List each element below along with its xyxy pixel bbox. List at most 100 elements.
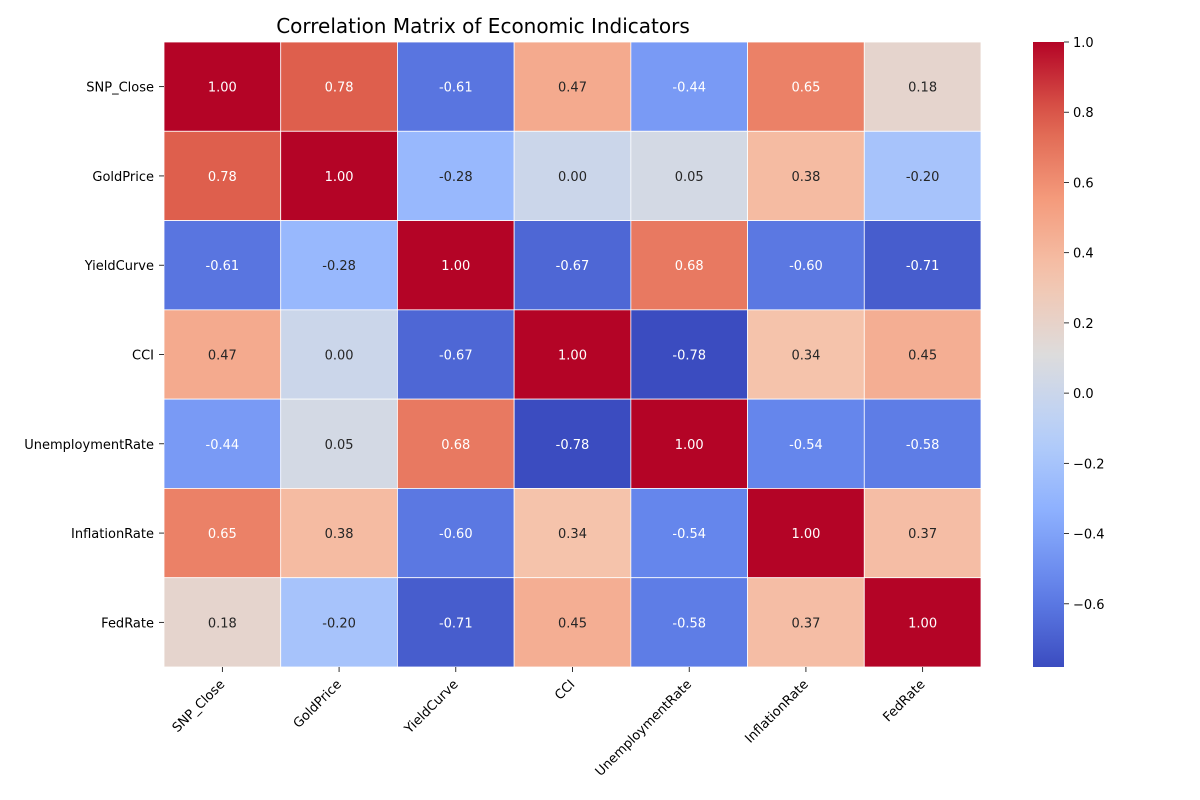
cell-value-label: -0.20 <box>906 170 940 185</box>
y-tick-label: GoldPrice <box>92 170 154 185</box>
cell-value-label: -0.20 <box>322 616 356 631</box>
heatmap-cell <box>863 220 982 311</box>
y-tick-label: YieldCurve <box>84 259 154 274</box>
cell-value-label: -0.67 <box>556 259 590 274</box>
cell-value-label: 0.45 <box>908 349 937 364</box>
cell-value-label: 0.18 <box>208 616 237 631</box>
colorbar-tick-label: 0.6 <box>1073 176 1094 191</box>
colorbar-tick-label: 0.8 <box>1073 106 1094 121</box>
heatmap-cell <box>863 130 982 221</box>
heatmap-cell <box>863 309 982 400</box>
cell-value-label: -0.61 <box>439 81 473 96</box>
cell-value-label: 1.00 <box>675 438 704 453</box>
cell-value-label: -0.61 <box>206 259 240 274</box>
heatmap-cell <box>163 309 282 400</box>
cell-value-label: 0.68 <box>675 259 704 274</box>
heatmap-cell <box>280 220 398 311</box>
cell-value-label: 0.38 <box>791 170 820 185</box>
x-tick-label: CCI <box>552 677 578 703</box>
x-tick-label: YieldCurve <box>401 677 461 737</box>
heatmap-cell <box>163 220 282 311</box>
cell-value-label: -0.28 <box>439 170 473 185</box>
cell-annotations: 1.00 0.78 -0.61 0.47 -0.44 0.65 0.18 0.78 1.00 -0… <box>206 81 940 632</box>
heatmap-cell <box>863 577 982 668</box>
heatmap-cell <box>280 41 398 132</box>
chart-title: Correlation Matrix of Economic Indicator… <box>276 14 690 38</box>
cell-value-label: 0.47 <box>558 81 587 96</box>
heatmap-cell <box>747 130 865 221</box>
y-tick-label: CCI <box>132 349 154 364</box>
heatmap-cell <box>163 577 282 668</box>
x-axis: SNP_Close GoldPrice YieldCurve CCI Unemploym… <box>170 667 929 780</box>
heatmap-cell <box>163 41 282 132</box>
y-tick-label: SNP_Close <box>86 81 154 96</box>
heatmap-cell <box>630 130 748 221</box>
cell-value-label: -0.44 <box>672 81 706 96</box>
heatmap-cell <box>397 488 515 579</box>
heatmap-cell <box>747 220 865 311</box>
cell-value-label: 1.00 <box>441 259 470 274</box>
heatmap-grid <box>163 41 982 668</box>
x-tick-label: FedRate <box>881 677 929 725</box>
heatmap-cell <box>630 577 748 668</box>
heatmap-cell <box>513 309 632 400</box>
cell-value-label: 0.68 <box>441 438 470 453</box>
heatmap-cell <box>630 41 748 132</box>
cell-value-label: -0.54 <box>789 438 823 453</box>
y-tick-label: InflationRate <box>71 527 154 542</box>
cell-value-label: -0.71 <box>439 616 473 631</box>
heatmap-cell <box>630 220 748 311</box>
heatmap-cell <box>397 41 515 132</box>
x-tick-label: GoldPrice <box>291 677 345 731</box>
colorbar-gradient <box>1033 42 1064 667</box>
cell-value-label: 0.47 <box>208 349 237 364</box>
colorbar: 1.0 0.8 0.6 0.4 0.2 0.0 −0.2 −0.4 −0.6 <box>1033 36 1105 667</box>
heatmap-cell <box>747 309 865 400</box>
colorbar-tick-label: −0.6 <box>1073 598 1105 613</box>
heatmap-cell <box>863 488 982 579</box>
cell-value-label: -0.71 <box>906 259 940 274</box>
x-tick-label: SNP_Close <box>170 677 229 736</box>
colorbar-tick-label: −0.4 <box>1073 528 1105 543</box>
heatmap-cell <box>397 577 515 668</box>
cell-value-label: 1.00 <box>908 616 937 631</box>
x-tick-label: InflationRate <box>742 677 811 746</box>
colorbar-tick-label: 0.4 <box>1073 247 1094 262</box>
colorbar-tick-label: 1.0 <box>1073 36 1094 51</box>
cell-value-label: -0.58 <box>672 616 706 631</box>
cell-value-label: 0.65 <box>791 81 820 96</box>
heatmap-cell <box>280 488 398 579</box>
cell-value-label: 0.34 <box>791 349 820 364</box>
heatmap-cell <box>280 309 398 400</box>
heatmap-cell <box>747 577 865 668</box>
cell-value-label: -0.44 <box>206 438 240 453</box>
cell-value-label: 0.18 <box>908 81 937 96</box>
colorbar-tick-label: 0.0 <box>1073 387 1094 402</box>
y-axis: SNP_Close GoldPrice YieldCurve CCI Unemploym… <box>24 81 164 631</box>
cell-value-label: -0.60 <box>439 527 473 542</box>
heatmap-cell <box>630 488 748 579</box>
colorbar-tick-label: −0.2 <box>1073 457 1105 472</box>
cell-value-label: -0.67 <box>439 349 473 364</box>
cell-value-label: 1.00 <box>791 527 820 542</box>
cell-value-label: 0.37 <box>908 527 937 542</box>
heatmap-cell <box>863 398 982 489</box>
heatmap-cell <box>513 41 632 132</box>
heatmap-cell <box>163 130 282 221</box>
cell-value-label: 0.00 <box>558 170 587 185</box>
heatmap-cell <box>397 220 515 311</box>
cell-value-label: 0.78 <box>325 81 354 96</box>
cell-value-label: -0.60 <box>789 259 823 274</box>
y-tick-label: FedRate <box>101 616 154 631</box>
x-tick-label: UnemploymentRate <box>593 677 695 779</box>
cell-value-label: -0.28 <box>322 259 356 274</box>
heatmap-cell <box>513 220 632 311</box>
heatmap-cell <box>163 488 282 579</box>
heatmap-cell <box>163 398 282 489</box>
colorbar-tick-label: 0.2 <box>1073 317 1094 332</box>
cell-value-label: 0.38 <box>325 527 354 542</box>
cell-value-label: -0.58 <box>906 438 940 453</box>
heatmap-cell <box>513 577 632 668</box>
cell-value-label: 0.37 <box>791 616 820 631</box>
